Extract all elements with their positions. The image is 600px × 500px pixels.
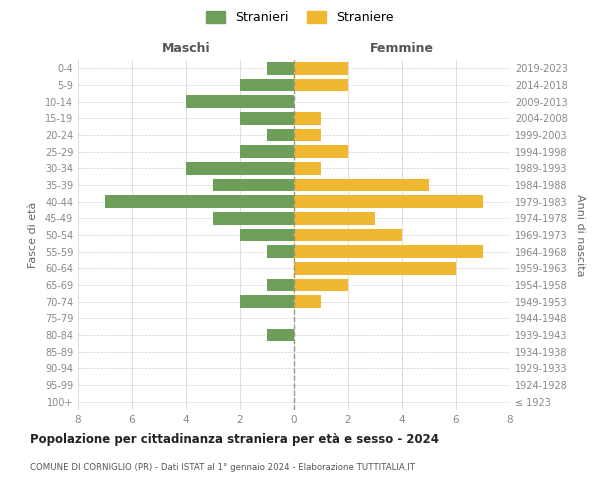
Bar [240,229,294,241]
Bar [267,129,294,141]
Bar [294,146,348,158]
Bar [267,329,294,341]
Bar [294,246,483,258]
Bar [213,179,294,192]
Bar [105,196,294,208]
Bar [294,179,429,192]
Text: COMUNE DI CORNIGLIO (PR) - Dati ISTAT al 1° gennaio 2024 - Elaborazione TUTTITAL: COMUNE DI CORNIGLIO (PR) - Dati ISTAT al… [30,462,415,471]
Bar [267,279,294,291]
Bar [240,112,294,124]
Bar [294,112,321,124]
Bar [186,96,294,108]
Bar [294,296,321,308]
Legend: Stranieri, Straniere: Stranieri, Straniere [206,11,394,24]
Bar [294,262,456,274]
Bar [294,129,321,141]
Bar [294,62,348,74]
Bar [213,212,294,224]
Bar [294,279,348,291]
Text: Maschi: Maschi [161,42,211,55]
Bar [294,212,375,224]
Bar [267,246,294,258]
Bar [240,296,294,308]
Bar [294,229,402,241]
Bar [294,162,321,174]
Bar [267,62,294,74]
Y-axis label: Fasce di età: Fasce di età [28,202,38,268]
Bar [240,79,294,92]
Bar [294,196,483,208]
Bar [240,146,294,158]
Text: Femmine: Femmine [370,42,434,55]
Y-axis label: Anni di nascita: Anni di nascita [575,194,584,276]
Bar [294,79,348,92]
Bar [186,162,294,174]
Text: Popolazione per cittadinanza straniera per età e sesso - 2024: Popolazione per cittadinanza straniera p… [30,432,439,446]
